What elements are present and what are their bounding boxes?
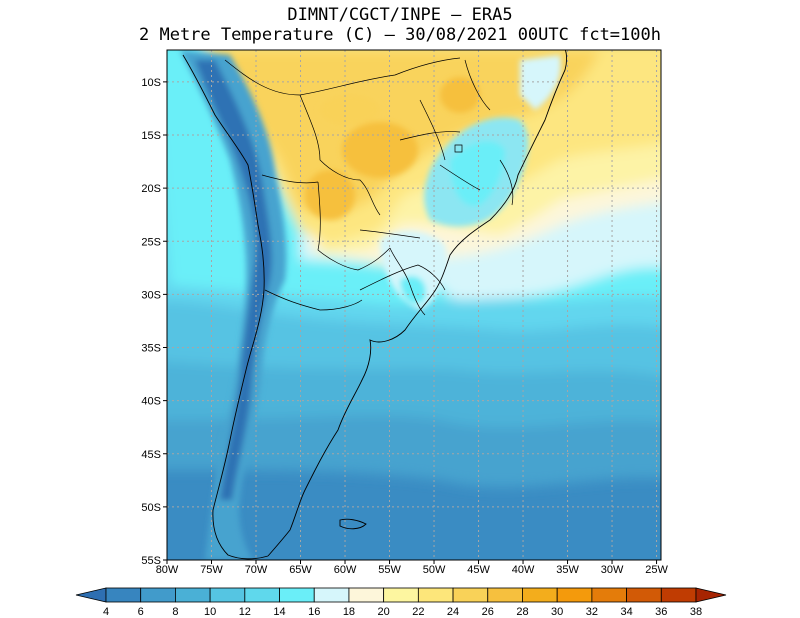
country-borders <box>224 57 514 316</box>
colorbar-segment <box>175 587 211 603</box>
colorbar-label: 30 <box>551 606 563 618</box>
colorbar-segment <box>140 587 176 603</box>
colorbar-label: 22 <box>412 606 424 618</box>
colorbar-high-arrow <box>695 587 727 603</box>
colorbar-label: 6 <box>138 606 144 618</box>
colorbar-segment <box>626 587 662 603</box>
colorbar-label: 8 <box>172 606 178 618</box>
longitude-axis: 80W 75W 70W 65W 60W 55W 50W 45W 40W 35W 30W 25W <box>156 564 669 576</box>
colorbar-label: 34 <box>620 606 632 618</box>
lat-tick-label: 40S <box>141 396 161 408</box>
colorbar-segment <box>660 587 697 603</box>
lat-tick-label: 10S <box>141 77 161 89</box>
colorbar-segment <box>279 587 315 603</box>
colorbar-segment <box>209 587 246 603</box>
colorbar-segment <box>556 587 593 603</box>
colorbar <box>75 587 727 603</box>
lon-tick-label: 75W <box>200 564 223 576</box>
coastlines <box>182 50 568 560</box>
colorbar-label: 20 <box>378 606 390 618</box>
temperature-field <box>167 50 661 560</box>
lat-tick-label: 55S <box>141 555 161 567</box>
colorbar-label: 10 <box>204 606 216 618</box>
colorbar-label: 4 <box>103 606 109 618</box>
colorbar-labels: 4 6 8 10 12 14 16 18 20 22 24 26 28 30 32 34 36 38 <box>103 606 702 618</box>
lon-tick-label: 40W <box>512 564 535 576</box>
map-title-line-2: 2 Metre Temperature (C) – 30/08/2021 00U… <box>139 25 661 45</box>
colorbar-segment <box>348 587 385 603</box>
lon-tick-label: 30W <box>601 564 624 576</box>
lat-tick-label: 30S <box>141 289 161 301</box>
graticule <box>167 50 661 560</box>
colorbar-label: 38 <box>690 606 702 618</box>
colorbar-label: 16 <box>308 606 320 618</box>
map-title-line-1: DIMNT/CGCT/INPE – ERA5 <box>287 5 513 25</box>
colorbar-label: 18 <box>343 606 355 618</box>
colorbar-label: 14 <box>273 606 285 618</box>
colorbar-segment <box>522 587 558 603</box>
lat-tick-label: 50S <box>141 502 161 514</box>
colorbar-low-arrow <box>75 587 107 603</box>
colorbar-segment <box>417 587 454 603</box>
colorbar-label: 26 <box>482 606 494 618</box>
lat-tick-label: 35S <box>141 343 161 355</box>
lon-tick-label: 60W <box>334 564 357 576</box>
lon-tick-label: 50W <box>423 564 446 576</box>
lon-tick-label: 35W <box>556 564 579 576</box>
lon-tick-label: 55W <box>378 564 401 576</box>
colorbar-label: 12 <box>239 606 251 618</box>
colorbar-label: 32 <box>586 606 598 618</box>
map-frame <box>166 49 662 561</box>
colorbar-segment <box>452 587 489 603</box>
colorbar-segment <box>383 587 419 603</box>
colorbar-label: 24 <box>447 606 459 618</box>
colorbar-segment <box>244 587 280 603</box>
lat-tick-label: 25S <box>141 236 161 248</box>
lon-tick-label: 65W <box>289 564 312 576</box>
latitude-axis: 10S 15S 20S 25S 30S 35S 40S 45S 50S 55S <box>141 77 161 567</box>
lon-tick-label: 80W <box>156 564 179 576</box>
colorbar-segment <box>487 587 523 603</box>
lat-tick-label: 20S <box>141 183 161 195</box>
colorbar-segment <box>313 587 350 603</box>
lon-tick-label: 70W <box>245 564 268 576</box>
colorbar-label: 36 <box>655 606 667 618</box>
lat-tick-label: 45S <box>141 449 161 461</box>
colorbar-label: 28 <box>516 606 528 618</box>
lat-tick-label: 15S <box>141 130 161 142</box>
colorbar-segment <box>105 587 142 603</box>
lon-tick-label: 45W <box>467 564 490 576</box>
lon-tick-label: 25W <box>645 564 668 576</box>
colorbar-segment <box>591 587 627 603</box>
